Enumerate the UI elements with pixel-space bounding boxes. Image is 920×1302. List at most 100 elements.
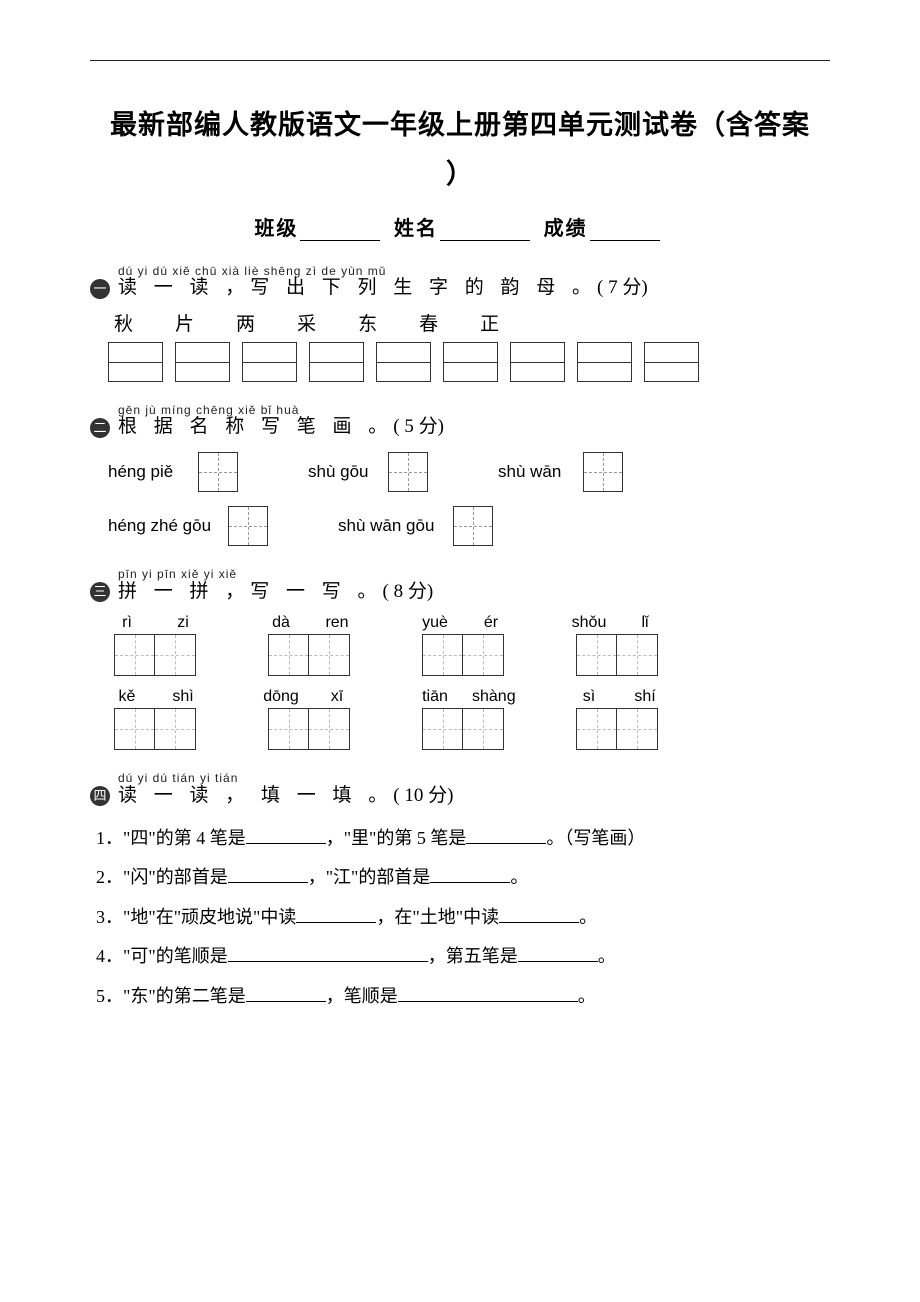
q2-label: shù wān (498, 462, 573, 482)
q3-item: tiān shàng (416, 688, 510, 750)
q3-pinyin: shǒu (570, 614, 608, 632)
q4-text: 。（写笔画） (546, 828, 645, 848)
q3-pinyin: shàng (472, 688, 510, 706)
q3-row-1: rìzi dàren yuèér shǒulǐ (90, 614, 830, 676)
q4-text: ，第五笔是 (428, 946, 518, 966)
student-meta-line: 班级 姓名 成绩 (90, 212, 830, 241)
blank (296, 904, 376, 923)
q3-boxes (268, 634, 350, 676)
q4-text: 2．"闪"的部首是 (96, 867, 228, 887)
q4-text: 。 (578, 986, 596, 1006)
section-1-number: 一 (90, 279, 110, 299)
q3-pinyin: ren (318, 614, 356, 632)
section-4-points: ( 10 分) (393, 785, 453, 806)
q1-char: 春 (419, 309, 438, 336)
q3-row-2: kěshì dōngxī tiān shàng sìshí (90, 688, 830, 750)
q3-pinyin: tiān (416, 688, 454, 706)
q4-text: 5．"东"的第二笔是 (96, 986, 246, 1006)
section-1-points: ( 7 分) (597, 277, 648, 298)
q4-text: ，"里"的第 5 笔是 (326, 828, 467, 848)
q3-pinyin: dà (262, 614, 300, 632)
blank (518, 943, 598, 962)
blank (228, 864, 308, 883)
q3-boxes (422, 708, 504, 750)
section-1-hanzi: 读 一 读 ，写 出 下 列 生 字 的 韵 母 。 (118, 277, 597, 298)
q1-answer-boxes (90, 342, 830, 382)
tianzige-box (453, 506, 493, 546)
q3-item: kěshì (108, 688, 202, 750)
q3-item: dàren (262, 614, 356, 676)
q3-pinyin: dōng (262, 688, 300, 706)
q4-item-1: 1．"四"的第 4 笔是，"里"的第 5 笔是。（写笔画） (96, 819, 830, 859)
blank (499, 904, 579, 923)
q4-list: 1．"四"的第 4 笔是，"里"的第 5 笔是。（写笔画） 2．"闪"的部首是，… (90, 819, 830, 1017)
q3-item: rìzi (108, 614, 202, 676)
score-blank (590, 216, 660, 241)
q4-text: ，在"土地"中读 (376, 907, 499, 927)
section-2: 二 gēn jù míng chēng xiě bǐ huà 根 据 名 称 写… (90, 404, 830, 546)
answer-box (577, 342, 632, 382)
q4-text: ，笔顺是 (326, 986, 398, 1006)
name-label: 姓名 (394, 218, 438, 240)
answer-box (376, 342, 431, 382)
q3-item: sìshí (570, 688, 664, 750)
tianzige-box (198, 452, 238, 492)
q3-boxes (576, 634, 658, 676)
section-4: 四 dú yi dú tián yi tián 读 一 读 ， 填 一 填 。(… (90, 772, 830, 1016)
class-blank (300, 216, 380, 241)
q4-text: 3．"地"在"顽皮地说"中读 (96, 907, 296, 927)
q2-label: héng zhé gōu (108, 516, 218, 536)
q4-item-2: 2．"闪"的部首是 ，"江"的部首是 。 (96, 858, 830, 898)
answer-box (510, 342, 565, 382)
q1-char: 两 (236, 309, 255, 336)
q3-pinyin: lǐ (626, 614, 664, 632)
q3-item: yuèér (416, 614, 510, 676)
q3-boxes (422, 634, 504, 676)
top-rule (90, 60, 830, 61)
q3-item: shǒulǐ (570, 614, 664, 676)
q3-pinyin: zi (164, 614, 202, 632)
section-3-head: 三 pīn yi pīn xiě yi xiě 拼 一 拼 ，写 一 写 。( … (90, 568, 830, 602)
blank (246, 983, 326, 1002)
q4-text: 。 (598, 946, 616, 966)
class-label: 班级 (254, 218, 298, 240)
blank (430, 864, 510, 883)
blank (398, 983, 578, 1002)
q3-boxes (114, 634, 196, 676)
q4-item-5: 5．"东"的第二笔是 ，笔顺是 。 (96, 977, 830, 1017)
answer-box (309, 342, 364, 382)
q4-text: 。 (579, 907, 597, 927)
section-3-number: 三 (90, 582, 110, 602)
q3-pinyin: shí (626, 688, 664, 706)
q3-boxes (576, 708, 658, 750)
q1-char: 秋 (114, 309, 133, 336)
document-title: 最新部编人教版语文一年级上册第四单元测试卷（含答案 ） (90, 101, 830, 198)
q3-pinyin: sì (570, 688, 608, 706)
q4-item-3: 3．"地"在"顽皮地说"中读 ，在"土地"中读 。 (96, 898, 830, 938)
q2-label: shù gōu (308, 462, 378, 482)
q3-item: dōngxī (262, 688, 356, 750)
q3-boxes (114, 708, 196, 750)
q1-char: 采 (297, 309, 316, 336)
section-2-points: ( 5 分) (393, 416, 444, 437)
section-3-hanzi: 拼 一 拼 ，写 一 写 。 (118, 581, 383, 602)
score-label: 成绩 (544, 218, 588, 240)
q3-pinyin: yuè (416, 614, 454, 632)
q4-text: ，"江"的部首是 (308, 867, 431, 887)
q3-pinyin: ér (472, 614, 510, 632)
q2-row-1: héng piě shù gōu shù wān (90, 452, 830, 492)
q1-characters: 秋 片 两 采 东 春 正 (90, 309, 830, 336)
q3-boxes (268, 708, 350, 750)
q1-char: 东 (358, 309, 377, 336)
answer-box (443, 342, 498, 382)
q4-text: 。 (510, 867, 528, 887)
name-blank (440, 216, 530, 241)
blank (246, 825, 326, 844)
q2-row-2: héng zhé gōu shù wān gōu (90, 506, 830, 546)
section-4-number: 四 (90, 786, 110, 806)
tianzige-box (388, 452, 428, 492)
answer-box (108, 342, 163, 382)
section-1-head: 一 dú yi dú xiě chū xià liè shēng zì de y… (90, 265, 830, 299)
section-1: 一 dú yi dú xiě chū xià liè shēng zì de y… (90, 265, 830, 382)
answer-box (242, 342, 297, 382)
